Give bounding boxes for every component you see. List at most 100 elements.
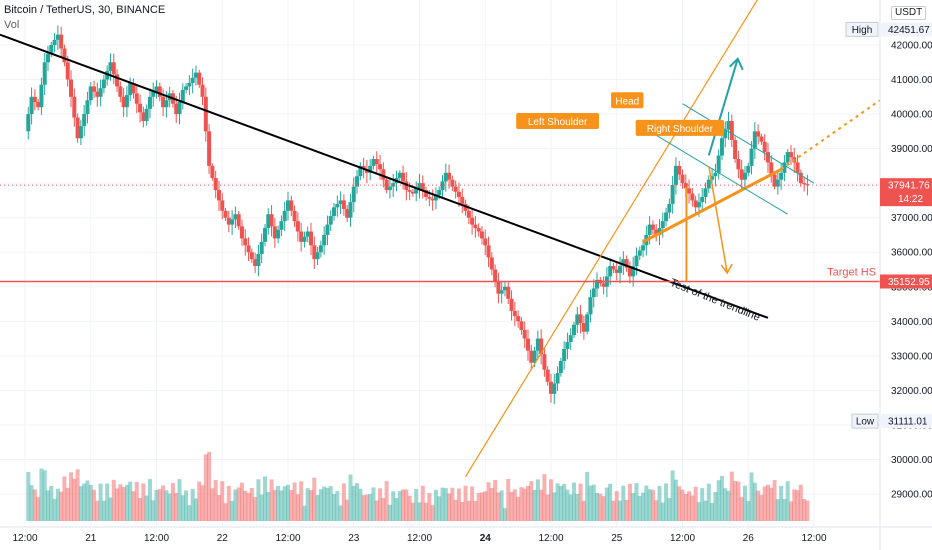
candle-body [200, 84, 205, 97]
ascending-trendline[interactable] [465, 0, 762, 478]
volume-bar [535, 479, 540, 521]
time-tick-label[interactable]: 22 [217, 533, 229, 544]
candle-body [476, 228, 481, 232]
neckline-extension[interactable] [780, 99, 881, 171]
high-label[interactable]: High [852, 25, 873, 36]
time-tick-label[interactable]: 12:00 [801, 533, 826, 544]
volume-bar [486, 482, 491, 521]
channel-line[interactable] [649, 130, 788, 215]
candle-body [470, 217, 475, 225]
time-tick-label[interactable]: 21 [85, 533, 97, 544]
price-tick-label[interactable]: 30000.00 [891, 455, 932, 466]
target-label[interactable]: Target HS [827, 266, 876, 278]
candle-body [124, 95, 129, 108]
volume-bar [532, 489, 537, 521]
volume-bar [138, 497, 143, 521]
volume-bar [299, 481, 304, 521]
volume-bars [26, 451, 810, 521]
volume-bar [82, 483, 87, 521]
left-shoulder-label[interactable]: Left Shoulder [528, 117, 588, 128]
volume-bar [315, 495, 320, 521]
volume-bar [407, 495, 412, 521]
volume-bar [98, 483, 103, 521]
target-value[interactable]: 35152.95 [888, 277, 930, 288]
candle-body [516, 316, 521, 322]
candle-body [138, 103, 143, 113]
volume-bar [634, 483, 639, 521]
volume-bar [621, 485, 626, 521]
candle-body [762, 141, 767, 153]
price-tick-label[interactable]: 39000.00 [891, 144, 932, 155]
candle-body [795, 162, 800, 173]
price-tick-label[interactable]: 42000.00 [891, 41, 932, 52]
volume-bar [200, 485, 205, 521]
currency-badge[interactable]: USDT [891, 6, 927, 20]
price-tick-label[interactable]: 33000.00 [891, 351, 932, 362]
price-tick-label[interactable]: 36000.00 [891, 248, 932, 259]
candle-body [779, 172, 784, 180]
time-tick-label[interactable]: 26 [743, 533, 755, 544]
price-tick-label[interactable]: 40000.00 [891, 110, 932, 121]
time-axis[interactable]: 12:00 21 12:00 22 12:00 23 12:00 24 12:00 25 12:00… [0, 526, 932, 544]
high-value[interactable]: 42451.67 [888, 25, 930, 36]
time-tick-label[interactable]: 12:00 [275, 533, 300, 544]
volume-bar [328, 486, 333, 521]
candle-body [496, 281, 501, 294]
neckline[interactable] [642, 168, 782, 244]
volume-bar [756, 490, 761, 521]
volume-bar [762, 486, 767, 521]
candle-body [174, 103, 179, 115]
candle-body [680, 174, 685, 184]
head-label[interactable]: Head [615, 96, 639, 107]
candle-body [384, 179, 389, 191]
candle-body [39, 84, 44, 108]
volume-bar [203, 454, 208, 521]
volume-bar [115, 488, 120, 521]
volume-bar [588, 485, 593, 521]
price-tick-label[interactable]: 29000.00 [891, 490, 932, 501]
current-price-tag-bg [880, 178, 932, 207]
time-tick-label[interactable]: 12:00 [144, 533, 169, 544]
symbol-title[interactable]: Bitcoin / TetherUS, 30, BINANCE [4, 4, 166, 16]
bearish-arrow[interactable] [708, 165, 728, 274]
time-tick-label[interactable]: 25 [611, 533, 623, 544]
time-tick-label[interactable]: 12:00 [12, 533, 37, 544]
price-axis[interactable]: 29000.0030000.0031000.0032000.0033000.00… [845, 0, 932, 550]
candle-countdown[interactable]: 14:22 [898, 194, 923, 205]
volume-indicator-label[interactable]: Vol [4, 19, 20, 31]
right-shoulder-label[interactable]: Right Shoulder [647, 124, 714, 135]
price-tick-label[interactable]: 37000.00 [891, 213, 932, 224]
channel-line[interactable] [682, 103, 815, 184]
candle-body [621, 259, 626, 267]
bullish-arrow[interactable] [707, 58, 739, 156]
candle-body [345, 209, 350, 218]
left-shoulder-label-bg [516, 112, 599, 129]
current-price-value[interactable]: 37941.76 [888, 181, 930, 192]
candle-body [147, 96, 152, 109]
volume-bar [233, 489, 238, 521]
time-tick-label[interactable]: 12:00 [538, 533, 563, 544]
descending-trendline[interactable] [0, 33, 769, 319]
price-tick-label[interactable]: 32000.00 [891, 386, 932, 397]
head-label-bg [611, 92, 644, 109]
time-tick-label[interactable]: 24 [480, 533, 492, 544]
candle-body [180, 89, 185, 102]
candle-body [486, 245, 491, 258]
time-tick-label[interactable]: 12:00 [670, 533, 695, 544]
volume-bar [62, 476, 67, 521]
volume-bar [147, 479, 152, 521]
candle-body [410, 191, 415, 194]
candle-body [696, 202, 701, 208]
volume-bar [249, 488, 254, 521]
price-tick-label[interactable]: 34000.00 [891, 317, 932, 328]
price-tick-label[interactable]: 41000.00 [891, 75, 932, 86]
time-tick-label[interactable]: 23 [348, 533, 360, 544]
low-value[interactable]: 31111.01 [888, 417, 928, 428]
volume-bar [450, 487, 455, 521]
low-label[interactable]: Low [856, 417, 875, 428]
candle-body [427, 196, 432, 199]
time-tick-label[interactable]: 12:00 [407, 533, 432, 544]
candle-body [46, 53, 51, 63]
